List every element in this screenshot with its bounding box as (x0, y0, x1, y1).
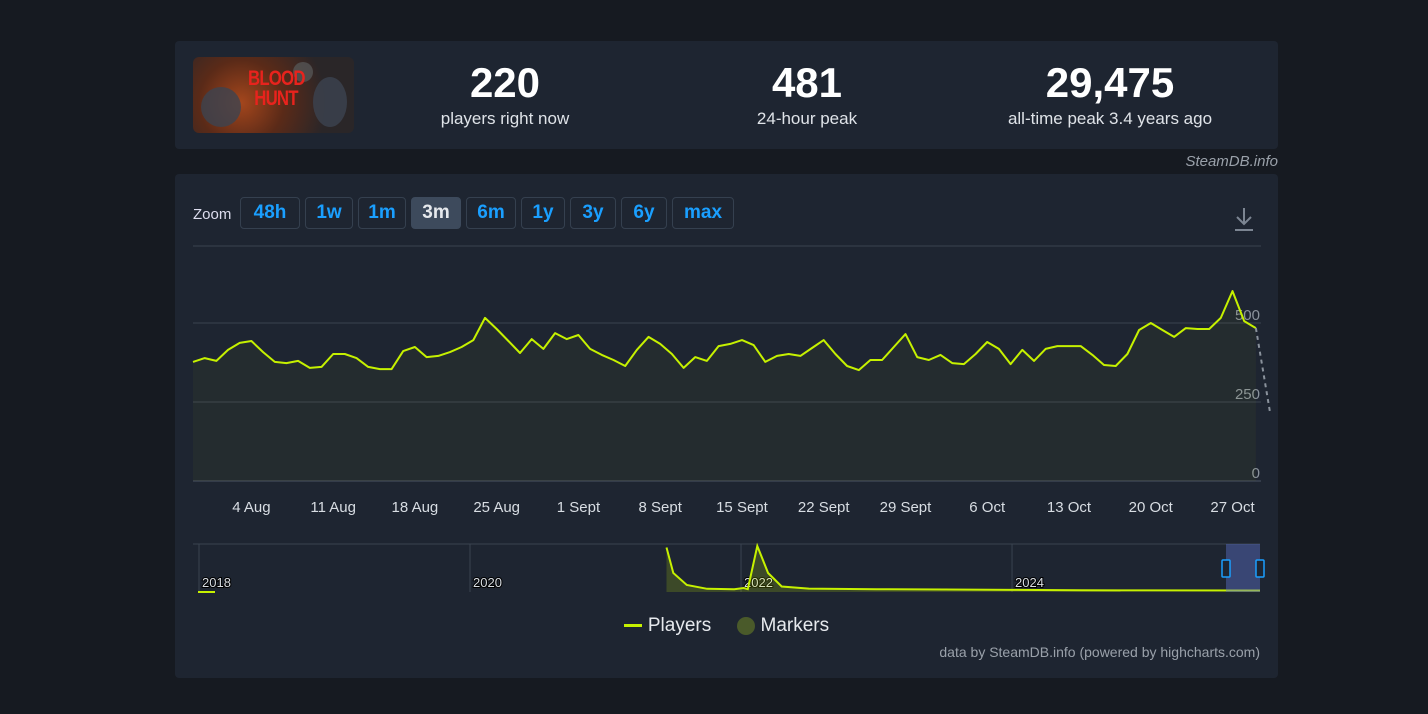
players-line (192, 290, 1257, 372)
navigator-year-label: 2018 (202, 575, 231, 590)
zoom-label: Zoom (193, 206, 232, 223)
chart-footer: data by SteamDB.info (powered by highcha… (939, 644, 1260, 660)
stat-value: 29,475 (1045, 59, 1175, 106)
x-tick-label: 15 Sept (716, 499, 769, 516)
x-tick-label: 20 Oct (1129, 499, 1174, 516)
stats-panel: BLOOD HUNT 220 players right now 481 24-… (175, 41, 1278, 149)
download-icon[interactable] (1233, 206, 1255, 237)
stat-value: 220 (469, 59, 541, 106)
y-tick-label: 0 (1252, 465, 1260, 482)
zoom-button-1m[interactable]: 1m (358, 197, 406, 229)
chart-legend: Players Markers (175, 615, 1278, 637)
navigator-year-label: 2024 (1015, 575, 1044, 590)
navigator-handle[interactable] (1255, 559, 1265, 578)
navigator-handle[interactable] (1221, 559, 1231, 578)
zoom-button-3y[interactable]: 3y (570, 197, 616, 229)
stat-label: all-time peak 3.4 years ago (1007, 109, 1213, 128)
zoom-button-48h[interactable]: 48h (240, 197, 300, 229)
stat-value: 481 (771, 59, 843, 106)
legend-players[interactable]: Players (623, 615, 712, 637)
steamdb-credit: SteamDB.info (1185, 153, 1278, 170)
x-tick-label: 27 Oct (1210, 499, 1255, 516)
markers-dot-icon (736, 616, 755, 635)
stat-current-players: 220 players right now (355, 59, 655, 129)
x-tick-label: 18 Aug (392, 499, 439, 516)
x-tick-label: 8 Sept (639, 499, 683, 516)
navigator-selection[interactable] (1226, 544, 1260, 592)
stat-label: players right now (440, 109, 570, 128)
zoom-button-6m[interactable]: 6m (466, 197, 516, 229)
x-tick-label: 11 Aug (310, 499, 356, 516)
x-tick-label: 29 Sept (880, 499, 933, 516)
zoom-button-3m[interactable]: 3m (411, 197, 461, 229)
navigator-line (665, 542, 1261, 592)
zoom-button-6y[interactable]: 6y (621, 197, 667, 229)
x-tick-label: 25 Aug (473, 499, 520, 516)
game-logo: BLOOD HUNT (248, 67, 305, 110)
current-dashed-line (1254, 327, 1271, 412)
legend-label: Players (647, 615, 712, 636)
zoom-button-1w[interactable]: 1w (305, 197, 353, 229)
zoom-button-max[interactable]: max (672, 197, 734, 229)
x-tick-label: 22 Sept (798, 499, 851, 516)
navigator-area (666, 546, 1121, 592)
zoom-button-1y[interactable]: 1y (521, 197, 565, 229)
x-tick-label: 4 Aug (232, 499, 270, 516)
x-tick-label: 13 Oct (1047, 499, 1092, 516)
x-tick-label: 1 Sept (557, 499, 601, 516)
stat-all-time-peak: 29,475 all-time peak 3.4 years ago (960, 59, 1260, 129)
players-line-icon (623, 624, 642, 628)
legend-label: Markers (760, 615, 830, 636)
x-tick-label: 6 Oct (969, 499, 1006, 516)
navigator-year-label: 2020 (473, 575, 502, 590)
stat-label: 24-hour peak (756, 109, 858, 128)
stat-24h-peak: 481 24-hour peak (657, 59, 957, 129)
legend-markers[interactable]: Markers (736, 615, 830, 637)
game-capsule-image[interactable]: BLOOD HUNT (193, 57, 354, 133)
players-area (193, 291, 1256, 481)
y-tick-label: 250 (1235, 386, 1260, 403)
